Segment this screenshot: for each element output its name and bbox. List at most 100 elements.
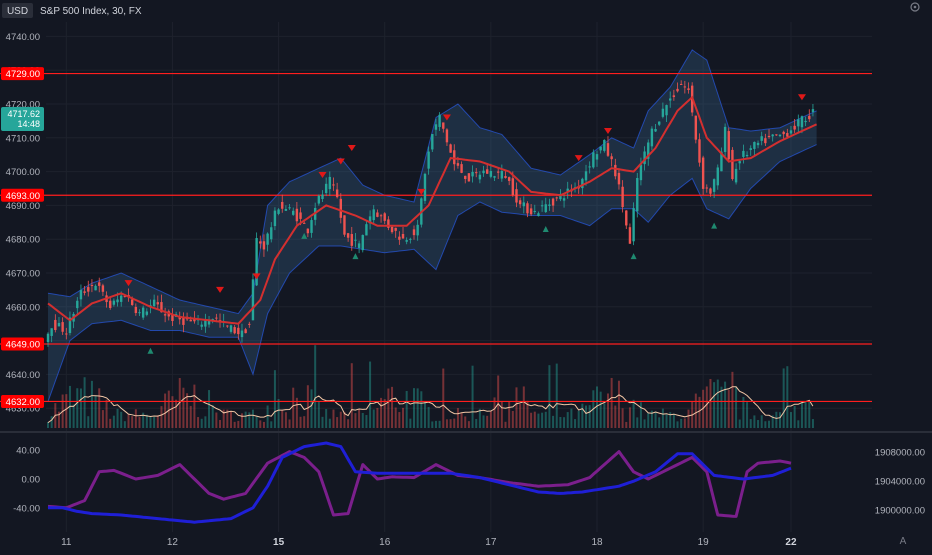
- candle-body: [409, 238, 412, 240]
- volume-bar: [800, 401, 803, 428]
- level-label: 4649.00: [6, 339, 40, 350]
- volume-bar: [94, 395, 97, 428]
- volume-bar: [72, 404, 75, 428]
- volume-bar: [398, 412, 401, 428]
- volume-bar: [182, 387, 185, 428]
- candle-body: [789, 130, 793, 134]
- candle-body: [526, 203, 529, 214]
- candle-body: [658, 121, 661, 125]
- volume-bar: [511, 410, 514, 428]
- candle-body: [518, 200, 522, 205]
- candle-body: [669, 98, 672, 101]
- volume-bar: [757, 420, 760, 428]
- volume-bar: [295, 397, 298, 428]
- candle-body: [540, 205, 544, 207]
- volume-bar: [643, 419, 646, 428]
- volume-bar: [753, 415, 756, 428]
- candle-body: [328, 176, 332, 190]
- candle-body: [361, 235, 364, 251]
- volume-bar: [782, 368, 785, 428]
- volume-bar: [672, 413, 675, 428]
- volume-bar: [83, 377, 86, 428]
- candle-body: [767, 135, 771, 138]
- volume-bar: [306, 385, 309, 428]
- candle-body: [343, 215, 346, 235]
- volume-bar: [460, 412, 463, 428]
- level-label-bg: [1, 394, 44, 408]
- volume-bar: [120, 411, 123, 428]
- volume-bar: [639, 402, 642, 428]
- currency-badge[interactable]: [2, 3, 33, 18]
- candle-body: [665, 105, 668, 116]
- candle-body: [610, 156, 613, 160]
- candle-body: [87, 287, 90, 292]
- volume-bar: [350, 363, 353, 428]
- volume-bar: [647, 413, 650, 428]
- volume-bar: [431, 421, 434, 428]
- volume-bar: [248, 412, 251, 428]
- candle-body: [394, 227, 397, 231]
- candle-body: [687, 88, 690, 90]
- volume-bar: [230, 411, 232, 428]
- volume-bar: [771, 415, 774, 428]
- sell-marker: [347, 144, 356, 151]
- candle-body: [288, 207, 291, 209]
- volume-bar: [317, 401, 320, 428]
- volume-bar: [775, 411, 778, 428]
- volume-moving-average: [47, 386, 814, 424]
- volume-bar: [215, 412, 218, 428]
- candle-body: [632, 208, 635, 242]
- volume-bar: [277, 399, 280, 428]
- volume-bar: [621, 408, 624, 428]
- volume-bar: [303, 416, 306, 428]
- candle-body: [160, 302, 163, 313]
- x-axis-tick: 22: [785, 537, 797, 548]
- candle-body: [200, 324, 203, 327]
- candle-body: [723, 126, 727, 152]
- volume-bar: [420, 391, 423, 428]
- volume-bar: [438, 420, 441, 428]
- candle-body: [500, 171, 504, 179]
- volume-bar: [768, 420, 771, 428]
- volume-bar: [566, 412, 569, 428]
- volume-bar: [720, 386, 723, 428]
- volume-bar: [193, 384, 196, 428]
- buy-marker: [352, 253, 359, 260]
- volume-bar: [599, 391, 602, 428]
- candle-body: [130, 299, 134, 305]
- volume-bar: [588, 405, 591, 428]
- horizontal-levels[interactable]: [0, 72, 872, 403]
- volume-bar: [456, 408, 459, 428]
- candle-body: [749, 148, 752, 150]
- volume-bar: [266, 405, 269, 428]
- volume-bar: [574, 419, 577, 428]
- buy-marker: [630, 253, 637, 260]
- candle-body: [705, 187, 708, 189]
- volume-bar: [427, 406, 430, 428]
- candle-body: [346, 233, 350, 238]
- volume-bar: [101, 410, 104, 428]
- candle-body: [562, 198, 566, 201]
- candle-body: [599, 146, 602, 151]
- candle-body: [332, 184, 335, 186]
- candle-body: [207, 320, 211, 325]
- auto-scale-toggle[interactable]: A: [900, 536, 907, 547]
- candle-body: [643, 151, 646, 165]
- candle-body: [273, 210, 277, 227]
- volume-bar: [489, 410, 492, 428]
- volume-bar: [47, 421, 49, 428]
- volume-bar: [797, 420, 800, 428]
- volume-bar: [413, 388, 415, 428]
- volume-bar: [402, 407, 405, 428]
- volume-bar: [380, 397, 383, 428]
- candle-body: [116, 299, 119, 303]
- settings-icon[interactable]: [910, 2, 920, 12]
- volume-bar: [222, 409, 225, 428]
- volume-bar: [632, 399, 635, 428]
- candle-body: [434, 124, 438, 130]
- volume-bar: [687, 409, 690, 428]
- y-axis-tick: 4670.00: [6, 269, 40, 280]
- candle-body: [489, 171, 493, 177]
- band-fill: [48, 49, 817, 402]
